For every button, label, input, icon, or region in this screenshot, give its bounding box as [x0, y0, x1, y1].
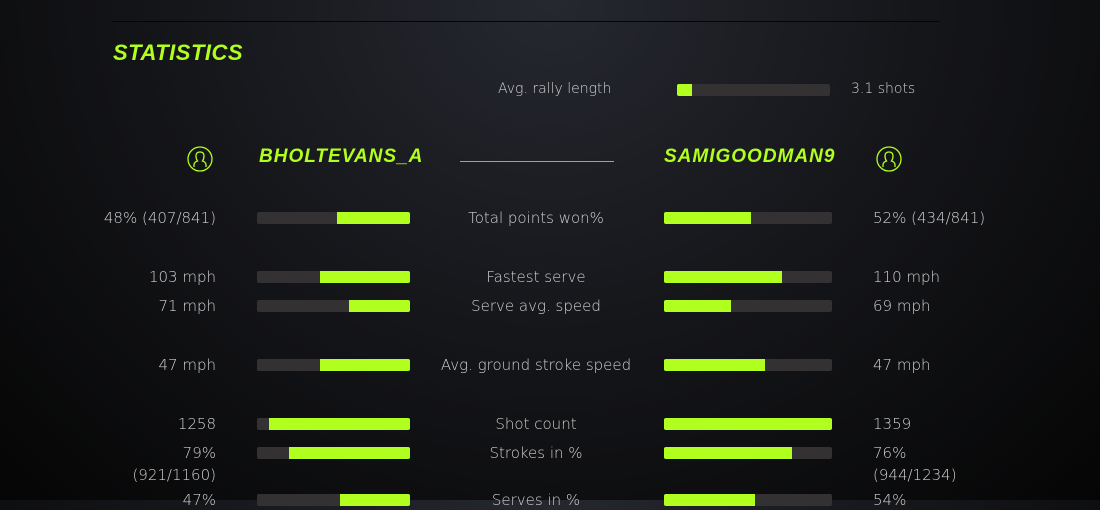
stat-right-bar — [664, 212, 832, 224]
stat-left-value: 47 mph — [158, 356, 217, 374]
stat-right-value: 69 mph — [873, 297, 931, 315]
stat-left-bar-fill — [269, 418, 410, 430]
stat-left-value: 79% — [182, 444, 216, 462]
stat-left-value: 47% — [182, 491, 216, 509]
stat-right-bar — [664, 359, 832, 371]
stat-left-value: 103 mph — [148, 268, 216, 286]
stat-right-bar-fill — [664, 494, 755, 506]
stat-left-value: 48% (407/841) — [103, 209, 216, 227]
divider — [112, 21, 940, 22]
stat-left-value: 1258 — [177, 415, 216, 433]
stat-label: Serve avg. speed — [471, 297, 601, 315]
stat-right-value: 47 mph — [873, 356, 931, 374]
stat-right-bar — [664, 418, 832, 430]
stat-left-detail: (921/1160) — [132, 466, 216, 484]
rally-bar — [677, 84, 830, 96]
rally-label: Avg. rally length — [498, 81, 612, 97]
stat-label: Serves in % — [491, 491, 581, 509]
stat-right-value: 1359 — [873, 415, 912, 433]
stat-left-bar — [257, 447, 410, 459]
stat-label: Shot count — [495, 415, 577, 433]
stat-left-bar-fill — [339, 494, 410, 506]
stat-right-value: 54% — [873, 491, 907, 509]
stat-left-bar-fill — [348, 300, 410, 312]
stat-right-bar-fill — [664, 447, 792, 459]
stat-label: Fastest serve — [486, 268, 586, 286]
stat-label: Strokes in % — [489, 444, 583, 462]
stat-right-bar-fill — [664, 212, 752, 224]
stat-right-bar — [664, 300, 832, 312]
stat-left-bar-fill — [289, 447, 410, 459]
stat-right-bar — [664, 271, 832, 283]
stat-right-value: 76% — [873, 444, 907, 462]
player-right-name: SAMIGOODMAN9 — [664, 146, 836, 167]
stat-label: Avg. ground stroke speed — [440, 356, 632, 374]
stat-left-bar — [257, 359, 410, 371]
stat-left-bar-fill — [319, 359, 410, 371]
stat-left-bar-fill — [336, 212, 410, 224]
stat-left-value: 71 mph — [158, 297, 217, 315]
rally-bar-fill — [677, 84, 693, 96]
page-title: STATISTICS — [113, 40, 244, 65]
stat-right-bar — [664, 494, 832, 506]
stat-right-bar-fill — [664, 418, 832, 430]
stat-right-bar-fill — [664, 271, 782, 283]
player-left-name: BHOLTEVANS_A — [259, 146, 424, 167]
stat-right-bar — [664, 447, 832, 459]
stat-right-value: 52% (434/841) — [873, 209, 986, 227]
user-circle-icon — [876, 146, 902, 172]
stat-right-bar-fill — [664, 300, 732, 312]
stat-label: Total points won% — [468, 209, 604, 227]
user-circle-icon — [187, 146, 213, 172]
stat-right-bar-fill — [664, 359, 765, 371]
stat-right-value: 110 mph — [873, 268, 941, 286]
stat-left-bar — [257, 494, 410, 506]
stat-right-detail: (944/1234) — [873, 466, 957, 484]
stat-left-bar — [257, 300, 410, 312]
rally-value: 3.1 shots — [851, 81, 916, 97]
stat-left-bar — [257, 212, 410, 224]
stat-left-bar-fill — [319, 271, 410, 283]
stat-left-bar — [257, 418, 410, 430]
divider — [460, 161, 614, 162]
stat-left-bar — [257, 271, 410, 283]
